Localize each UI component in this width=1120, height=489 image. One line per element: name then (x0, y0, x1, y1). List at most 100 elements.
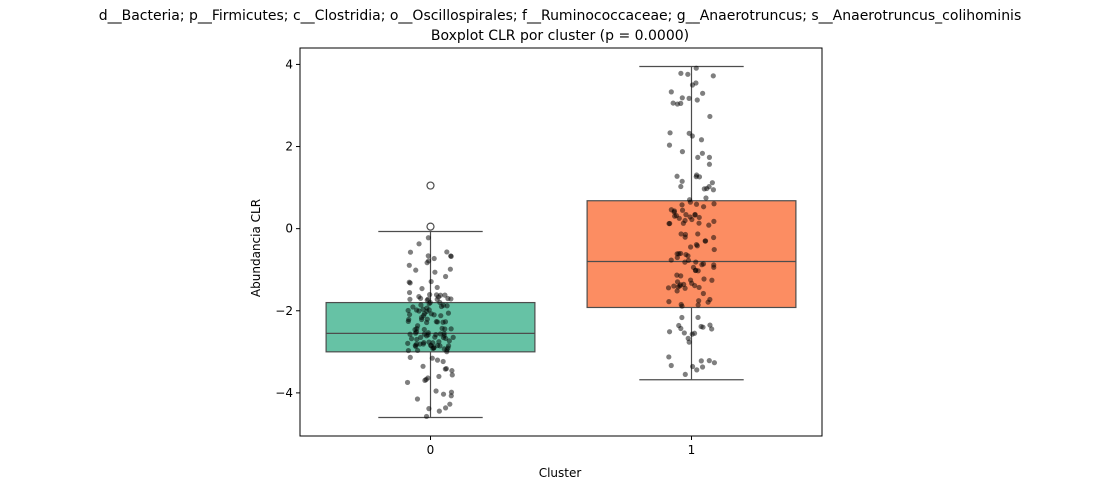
strip-point (440, 319, 446, 325)
strip-point (434, 284, 440, 291)
strip-point (436, 373, 442, 380)
strip-point (678, 231, 684, 237)
strip-point (429, 355, 435, 361)
strip-point (679, 178, 685, 184)
strip-point (709, 277, 715, 283)
strip-point (698, 323, 704, 330)
strip-point (407, 354, 413, 360)
strip-point (407, 296, 413, 302)
strip-point (425, 235, 432, 241)
strip-point (695, 302, 701, 308)
strip-point (448, 296, 454, 302)
strip-point (413, 329, 420, 335)
y-tick-label: 4 (285, 57, 293, 71)
strip-point (416, 294, 422, 300)
strip-point (709, 326, 715, 332)
strip-point (408, 336, 415, 342)
strip-point (442, 273, 449, 280)
strip-point (666, 354, 672, 360)
strip-point (425, 330, 431, 336)
strip-point (701, 276, 707, 282)
strip-point (678, 301, 684, 308)
y-axis-label: Abundancia CLR (249, 199, 263, 297)
strip-point (415, 323, 421, 329)
strip-point (707, 322, 713, 328)
strip-point (696, 284, 702, 291)
strip-point (666, 299, 672, 305)
strip-point (678, 70, 684, 76)
strip-point (710, 73, 716, 79)
strip-point (437, 299, 443, 306)
strip-point (711, 264, 717, 270)
strip-point (445, 310, 452, 316)
strip-point (440, 391, 447, 397)
strip-point (695, 231, 701, 237)
plot-area: 4 2 0 −2 −4 0 1 (275, 47, 823, 457)
strip-point (679, 149, 686, 155)
strip-point (444, 249, 450, 255)
strip-point (404, 379, 411, 386)
x-axis-label: Cluster (539, 466, 582, 480)
strip-point (699, 364, 706, 370)
strip-point (693, 174, 699, 180)
strip-point (447, 401, 453, 407)
strip-point (417, 341, 423, 347)
strip-point (449, 372, 455, 378)
strip-point (696, 298, 702, 304)
strip-point (690, 264, 697, 271)
strip-point (693, 259, 699, 265)
strip-point (426, 406, 432, 412)
strip-point (666, 142, 673, 148)
strip-point (673, 212, 679, 219)
strip-point (696, 214, 702, 221)
strip-point (432, 269, 438, 275)
strip-point (433, 332, 439, 338)
strip-point (694, 243, 700, 249)
strip-point (431, 255, 437, 262)
chart-subtitle: Boxplot CLR por cluster (p = 0.0000) (431, 28, 689, 44)
strip-point (442, 292, 448, 298)
strip-point (448, 253, 454, 260)
strip-point (413, 307, 420, 313)
strip-point (434, 319, 441, 325)
strip-point (686, 130, 692, 136)
strip-point (442, 326, 448, 332)
strip-point (679, 314, 685, 321)
strip-point (711, 201, 717, 207)
y-tick-label: −4 (275, 386, 293, 400)
strip-point (412, 342, 418, 349)
strip-point (691, 330, 698, 336)
strip-point (441, 346, 447, 352)
strip-point (706, 161, 713, 167)
strip-point (694, 367, 700, 373)
strip-point (668, 257, 674, 263)
strip-point (689, 82, 696, 88)
strip-point (699, 150, 705, 156)
strip-point (425, 253, 431, 259)
strip-point (674, 251, 680, 257)
strip-point (442, 405, 449, 411)
strip-point (434, 342, 441, 349)
strip-point (406, 262, 412, 268)
strip-point (424, 308, 430, 315)
strip-point (710, 187, 717, 193)
strip-point (419, 285, 425, 292)
strip-point (415, 347, 421, 354)
strip-point (709, 180, 715, 186)
strip-point (665, 285, 672, 291)
strip-point (671, 283, 677, 289)
strip-point (677, 282, 684, 288)
strip-point (414, 336, 420, 343)
strip-point (428, 278, 434, 285)
strip-point (405, 340, 411, 346)
strip-point (449, 368, 455, 374)
strip-point (668, 362, 674, 369)
strip-point (437, 292, 444, 298)
strip-point (685, 253, 691, 259)
strip-point (670, 100, 676, 106)
strip-point (433, 292, 440, 298)
x-tick-label: 1 (688, 443, 696, 457)
strip-point (698, 137, 705, 143)
strip-point (410, 304, 416, 310)
strip-point (666, 329, 673, 335)
